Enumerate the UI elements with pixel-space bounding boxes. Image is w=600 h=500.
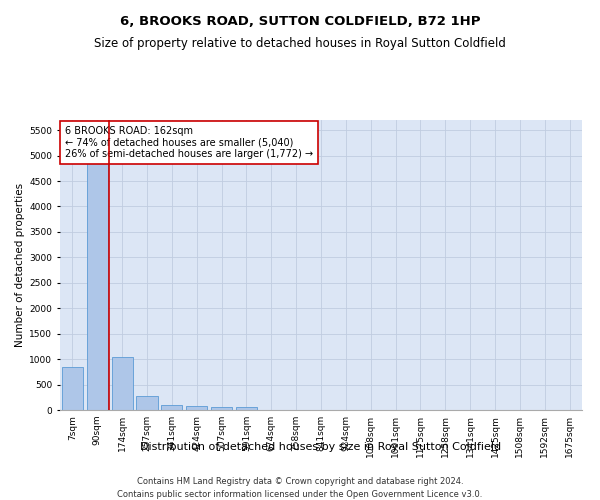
Bar [62,367,83,410]
Y-axis label: Number of detached properties: Number of detached properties [15,183,25,347]
Bar [186,406,207,410]
Text: Distribution of detached houses by size in Royal Sutton Coldfield: Distribution of detached houses by size … [140,442,502,452]
Bar [211,407,232,410]
Bar [161,406,182,410]
Bar [236,407,257,410]
Text: 6 BROOKS ROAD: 162sqm
← 74% of detached houses are smaller (5,040)
26% of semi-d: 6 BROOKS ROAD: 162sqm ← 74% of detached … [65,126,313,159]
Text: Contains HM Land Registry data © Crown copyright and database right 2024.: Contains HM Land Registry data © Crown c… [137,478,463,486]
Text: Size of property relative to detached houses in Royal Sutton Coldfield: Size of property relative to detached ho… [94,38,506,51]
Bar [87,130,108,410]
Text: 6, BROOKS ROAD, SUTTON COLDFIELD, B72 1HP: 6, BROOKS ROAD, SUTTON COLDFIELD, B72 1H… [120,15,480,28]
Bar [112,356,133,410]
Text: Contains public sector information licensed under the Open Government Licence v3: Contains public sector information licen… [118,490,482,499]
Bar [136,396,158,410]
